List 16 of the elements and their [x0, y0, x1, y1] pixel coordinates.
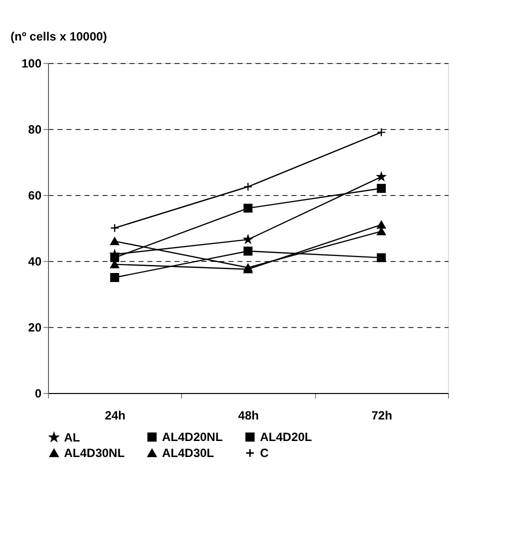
y-tick-label: 80: [28, 122, 42, 136]
legend-label: AL4D30NL: [64, 446, 125, 460]
y-axis-title: (nº cells x 10000): [10, 30, 107, 44]
y-tick-label: 0: [34, 386, 42, 400]
legend-label: AL4D20L: [260, 430, 312, 444]
x-tick-label: 24h: [104, 408, 126, 422]
legend-label: AL4D20NL: [162, 430, 223, 444]
x-tick-label: 48h: [238, 408, 259, 422]
y-tick-label: 100: [21, 56, 42, 70]
y-tick-label: 20: [28, 320, 42, 334]
legend-label: AL4D30L: [162, 446, 214, 460]
y-tick-label: 40: [28, 254, 42, 268]
x-tick-label: 72h: [371, 408, 392, 422]
legend-label: C: [260, 446, 269, 460]
legend-label: AL: [64, 430, 80, 444]
y-tick-label: 60: [28, 188, 42, 202]
